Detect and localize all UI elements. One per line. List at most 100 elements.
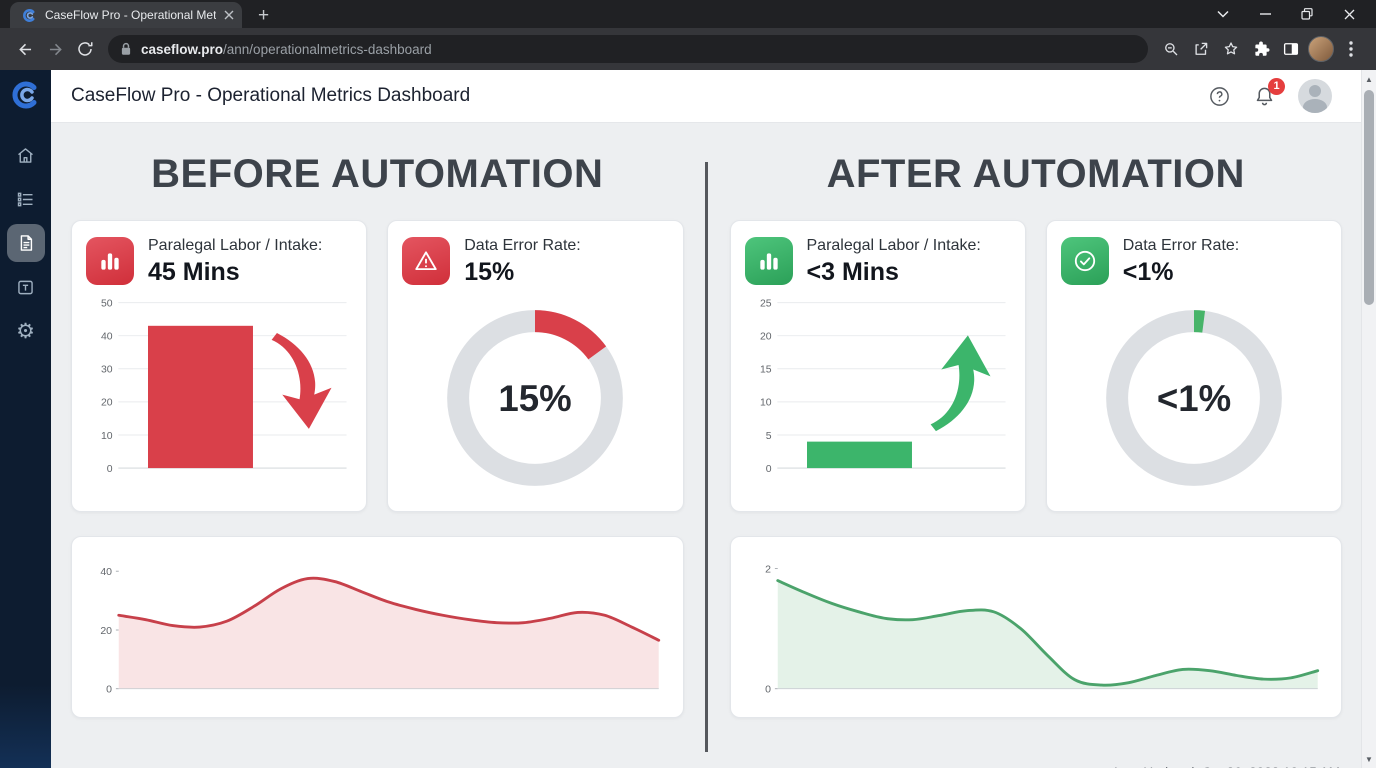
side-panel-icon[interactable] [1276,34,1306,64]
caseflow-logo-icon [10,79,42,111]
extensions-puzzle-icon[interactable] [1246,34,1276,64]
app-window: ⚙ CaseFlow Pro - Operational Metrics Das… [0,70,1376,768]
forward-arrow-icon[interactable] [40,34,70,64]
before-trend-area-chart: 0 20 40 [90,547,665,704]
svg-text:20: 20 [760,332,772,343]
after-labor-card: Paralegal Labor / Intake: <3 Mins 0 5 10 15… [729,220,1026,512]
sidebar: ⚙ [0,70,51,768]
after-heading: AFTER AUTOMATION [826,152,1245,196]
svg-text:<1%: <1% [1157,378,1231,419]
before-error-donut-chart: 15% [427,301,643,493]
share-icon[interactable] [1186,34,1216,64]
metric-label: Data Error Rate: [1122,237,1240,254]
before-error-card: Data Error Rate: 15% 15% [387,220,684,512]
tab-close-icon[interactable] [224,10,234,20]
after-cards-row: Paralegal Labor / Intake: <3 Mins 0 5 10 15… [729,220,1342,512]
help-circle-icon [1208,85,1231,108]
metric-value: <3 Mins [806,258,899,286]
user-avatar[interactable] [1298,79,1332,113]
before-automation-section: BEFORE AUTOMATION Paralegal Labor / Inta… [71,138,684,752]
metric-label: Data Error Rate: [464,237,581,254]
svg-text:50: 50 [101,298,113,309]
app-content: CaseFlow Pro - Operational Metrics Dashb… [51,70,1376,768]
notification-bell-icon [1253,85,1276,108]
metric-value: 15% [464,258,515,286]
browser-tab[interactable]: CaseFlow Pro - Operational Metr [10,2,242,28]
vertical-divider [705,162,708,752]
kebab-menu-icon[interactable] [1336,34,1366,64]
back-arrow-icon[interactable] [10,34,40,64]
header-actions: 1 [1208,77,1332,113]
after-labor-bar-chart: 0 5 10 15 20 25 [745,295,1011,485]
sidebar-item-settings[interactable]: ⚙ [7,312,45,350]
sidebar-item-home[interactable] [7,136,45,174]
new-tab-button[interactable]: + [258,5,270,26]
svg-text:10: 10 [760,398,772,409]
svg-text:0: 0 [765,464,771,475]
notification-badge: 1 [1268,77,1285,95]
sidebar-item-tasks[interactable] [7,180,45,218]
minimize-icon[interactable] [1244,0,1286,28]
sidebar-item-documents[interactable] [6,224,45,262]
task-list-icon [15,189,36,210]
svg-text:2: 2 [765,563,771,575]
metric-value: 45 Mins [148,258,240,286]
after-automation-section: AFTER AUTOMATION Paralegal Labor / Intak… [729,138,1342,752]
template-icon [15,277,36,298]
check-circle-icon [1060,237,1109,285]
svg-text:30: 30 [101,365,113,376]
document-icon [16,233,36,253]
sidebar-item-templates[interactable] [7,268,45,306]
svg-text:15: 15 [760,365,772,376]
tab-title: CaseFlow Pro - Operational Metr [45,8,216,22]
address-bar[interactable]: caseflow.pro/ann/operationalmetrics-dash… [108,35,1148,63]
reload-icon[interactable] [70,34,100,64]
metric-value: <1% [1122,258,1174,286]
last-updated-text: Last Updated: Oct 26, 2023 10:15 AM [71,765,1342,768]
bookmark-star-icon[interactable] [1216,34,1246,64]
before-labor-bar-chart: 0 10 20 30 40 50 [86,295,352,485]
window-controls [1202,0,1370,28]
scrollbar-thumb[interactable] [1364,90,1374,305]
dashboard-main: BEFORE AUTOMATION Paralegal Labor / Inta… [51,122,1376,768]
svg-text:0: 0 [107,464,113,475]
scroll-up-icon[interactable]: ▲ [1365,74,1373,84]
tab-search-chevron-icon[interactable] [1202,0,1244,28]
column-divider-cell [684,138,730,752]
url-path: /ann/operationalmetrics-dashboard [223,41,432,57]
metric-label: Paralegal Labor / Intake: [806,237,981,254]
svg-text:25: 25 [760,298,772,309]
favicon-caseflow-icon [22,8,37,23]
warning-triangle-icon [402,237,451,285]
svg-text:20: 20 [100,625,112,637]
notifications-button[interactable]: 1 [1253,77,1285,108]
tab-strip: CaseFlow Pro - Operational Metr + [0,0,1376,28]
page-title: CaseFlow Pro - Operational Metrics Dashb… [71,85,471,106]
before-heading: BEFORE AUTOMATION [151,152,604,196]
svg-text:10: 10 [101,431,113,442]
svg-text:0: 0 [765,684,771,696]
before-labor-card: Paralegal Labor / Intake: 45 Mins 0 10 20 3… [71,220,368,512]
url-domain: caseflow.pro [141,41,224,57]
svg-text:5: 5 [765,431,771,442]
svg-text:40: 40 [101,332,113,343]
scroll-down-icon[interactable]: ▼ [1365,754,1373,764]
browser-toolbar: caseflow.pro/ann/operationalmetrics-dash… [0,28,1376,70]
close-window-icon[interactable] [1328,0,1370,28]
restore-icon[interactable] [1286,0,1328,28]
before-cards-row: Paralegal Labor / Intake: 45 Mins 0 10 20 3… [71,220,684,512]
bar-chart-red-icon [86,237,134,285]
svg-text:40: 40 [100,566,112,578]
lock-icon[interactable] [120,42,132,56]
page-scrollbar[interactable]: ▲ ▼ [1361,70,1376,768]
app-header: CaseFlow Pro - Operational Metrics Dashb… [51,70,1376,122]
help-button[interactable] [1208,85,1231,108]
after-error-donut-chart: <1% [1086,301,1302,493]
after-error-card: Data Error Rate: <1% <1% [1045,220,1342,512]
settings-gear-icon: ⚙ [16,319,35,343]
zoom-search-icon[interactable] [1156,34,1186,64]
profile-avatar-icon[interactable] [1306,34,1336,64]
